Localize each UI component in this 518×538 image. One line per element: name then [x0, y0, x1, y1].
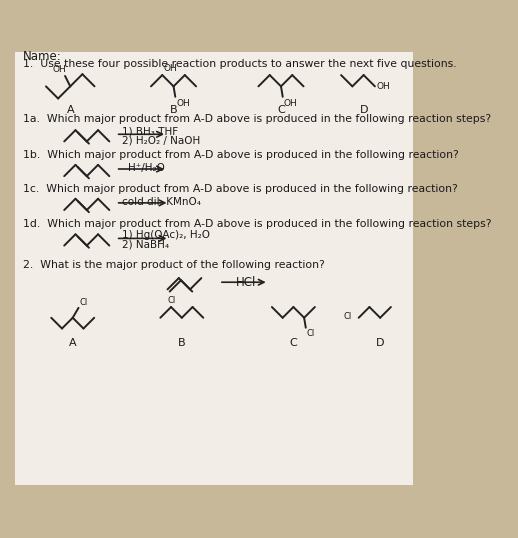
- Text: Cl: Cl: [79, 298, 88, 307]
- Text: 1a.  Which major product from A-D above is produced in the following reaction st: 1a. Which major product from A-D above i…: [23, 115, 491, 124]
- Text: Name:: Name:: [23, 50, 62, 63]
- Text: 1.  Use these four possible reaction products to answer the next five questions.: 1. Use these four possible reaction prod…: [23, 59, 457, 69]
- Text: 1b.  Which major product from A-D above is produced in the following reaction?: 1b. Which major product from A-D above i…: [23, 150, 459, 160]
- Text: OH: OH: [176, 98, 190, 108]
- Text: B: B: [170, 104, 177, 115]
- Text: Cl: Cl: [344, 312, 352, 321]
- Text: D: D: [359, 104, 368, 115]
- Text: H⁺/H₂O: H⁺/H₂O: [128, 163, 165, 173]
- Text: 1c.  Which major product from A-D above is produced in the following reaction?: 1c. Which major product from A-D above i…: [23, 184, 458, 194]
- Text: OH: OH: [52, 65, 66, 74]
- Text: OH: OH: [283, 98, 297, 108]
- Text: A: A: [66, 104, 74, 115]
- Text: HCl: HCl: [236, 275, 256, 288]
- Text: Cl: Cl: [168, 295, 176, 305]
- Text: OH: OH: [164, 65, 178, 73]
- Text: 2) H₂O₂ / NaOH: 2) H₂O₂ / NaOH: [122, 135, 200, 145]
- Text: D: D: [376, 337, 384, 348]
- Text: A: A: [69, 337, 77, 348]
- Text: 1) BH₃·THF: 1) BH₃·THF: [122, 126, 178, 136]
- Text: B: B: [178, 337, 185, 348]
- Text: 2) NaBH₄: 2) NaBH₄: [122, 239, 169, 249]
- Text: OH: OH: [377, 82, 391, 91]
- Text: 1) Hg(OAc)₂, H₂O: 1) Hg(OAc)₂, H₂O: [122, 230, 210, 240]
- Text: 1d.  Which major product from A-D above is produced in the following reaction st: 1d. Which major product from A-D above i…: [23, 218, 492, 229]
- Text: cold dil. KMnO₄: cold dil. KMnO₄: [122, 197, 202, 207]
- FancyBboxPatch shape: [15, 52, 413, 485]
- Text: 2.  What is the major product of the following reaction?: 2. What is the major product of the foll…: [23, 260, 325, 270]
- Text: C: C: [290, 337, 297, 348]
- Text: Cl: Cl: [307, 329, 315, 338]
- Text: C: C: [277, 104, 285, 115]
